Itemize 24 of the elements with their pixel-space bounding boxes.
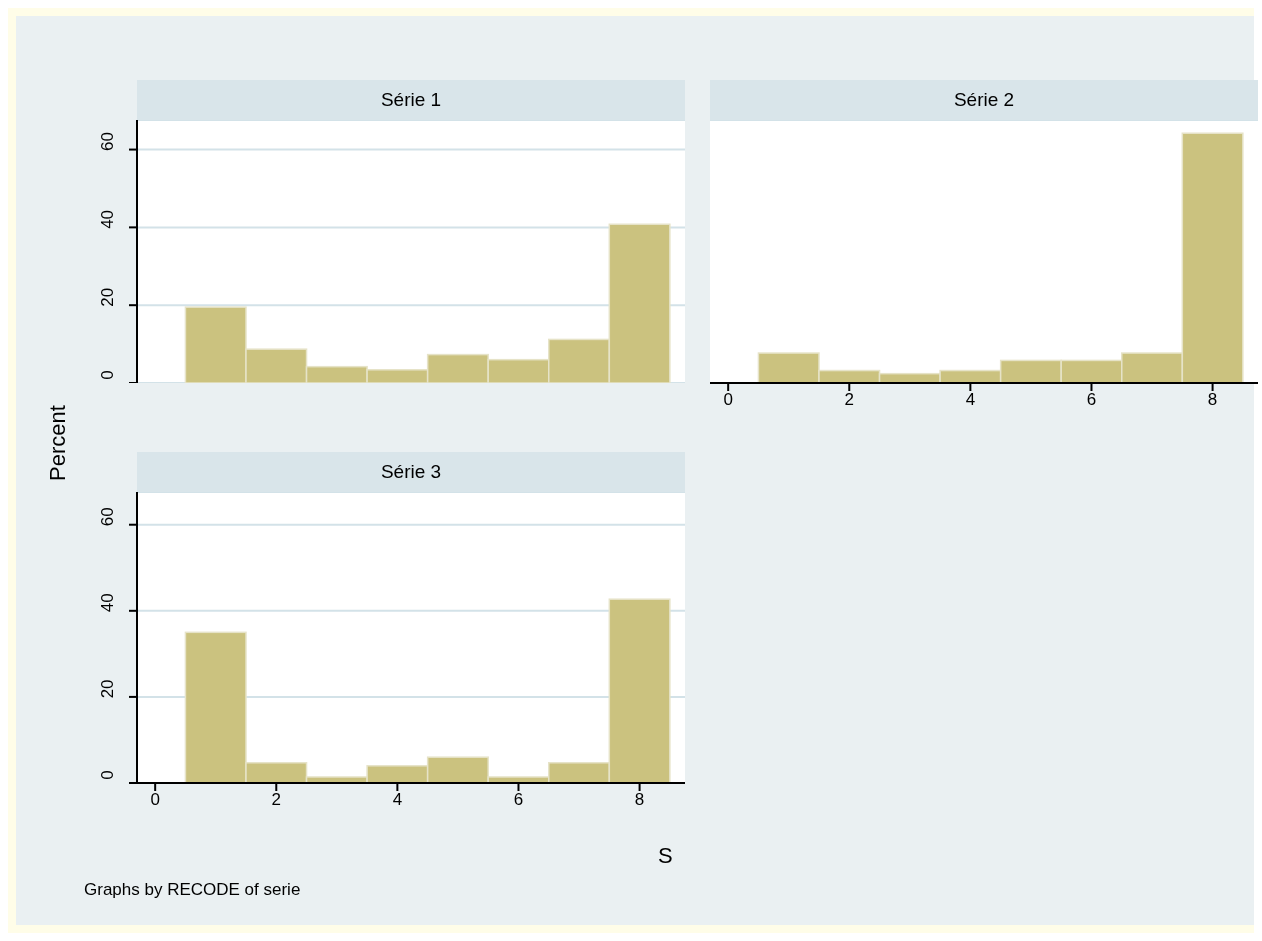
text: Graphs by RECODE of serie — [84, 880, 301, 900]
chart-title: Série 2 — [710, 80, 1258, 120]
x-tick-label: 4 — [392, 790, 403, 810]
x-axis-title: S — [658, 843, 673, 869]
x-tick-label: 4 — [965, 390, 976, 410]
y-tick-label: 20 — [98, 287, 117, 307]
y-tick-label: 60 — [98, 132, 117, 152]
y-tick-label: 20 — [98, 679, 117, 699]
y-tick-label: 60 — [98, 507, 117, 527]
x-tick-label: 2 — [271, 790, 282, 810]
x-tick-label: 2 — [844, 390, 855, 410]
x-tick-label: 0 — [723, 390, 733, 410]
x-tick-label: 6 — [1086, 390, 1097, 410]
x-tick-label: 6 — [513, 790, 524, 810]
y-axis-title: Percent — [45, 405, 71, 481]
y-tick-label: 40 — [98, 593, 117, 613]
y-tick-label: 40 — [98, 209, 117, 229]
x-tick-label: 8 — [634, 790, 645, 810]
y-tick-label: 0 — [98, 770, 117, 780]
chart-title: Série 3 — [137, 452, 685, 492]
y-tick-label: 0 — [98, 370, 117, 380]
x-tick-label: 8 — [1207, 390, 1218, 410]
x-tick-label: 0 — [150, 790, 160, 810]
chart-title: Série 1 — [137, 80, 685, 120]
